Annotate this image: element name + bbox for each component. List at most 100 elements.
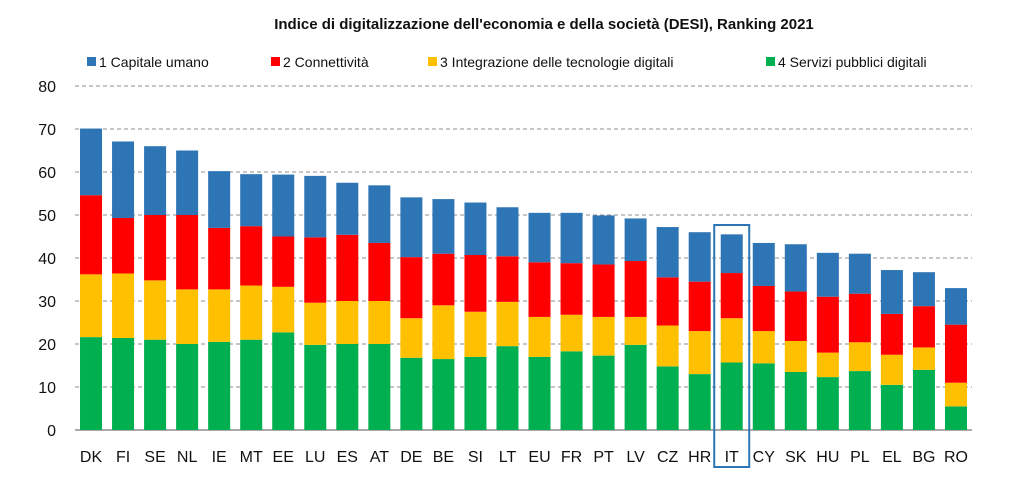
bar-segment-1-capitale-umano-pt [592,215,615,265]
bar-segment-1-capitale-umano-ee [272,174,295,237]
bar-segment-2-connettivit-it [720,273,743,319]
bar-segment-1-capitale-umano-mt [240,174,263,227]
bar-segment-4-servizi-pubblici-digitali-el [880,384,903,430]
bar-segment-4-servizi-pubblici-digitali-lt [496,346,519,430]
bar-segment-4-servizi-pubblici-digitali-hu [816,377,839,430]
bar-segment-1-capitale-umano-cy [752,242,775,286]
bar-segment-1-capitale-umano-pl [848,253,871,294]
y-tick-label: 70 [38,122,56,139]
bar-segment-3-integrazione-delle-tecnologie-digitali-fi [112,273,135,338]
bar-segment-2-connettivit-es [336,234,359,301]
bar-segment-3-integrazione-delle-tecnologie-digitali-be [432,305,455,360]
bar-segment-4-servizi-pubblici-digitali-bg [912,369,935,430]
bar-segment-2-connettivit-hu [816,296,839,353]
bar-segment-3-integrazione-delle-tecnologie-digitali-mt [240,285,263,340]
bar-segment-2-connettivit-ee [272,236,295,287]
y-tick-label: 50 [38,208,56,225]
bar-segment-3-integrazione-delle-tecnologie-digitali-nl [176,289,199,344]
bar-segment-4-servizi-pubblici-digitali-be [432,359,455,430]
x-tick-label-cz: CZ [657,449,679,466]
bar-segment-3-integrazione-delle-tecnologie-digitali-pl [848,342,871,372]
bar-segment-4-servizi-pubblici-digitali-cz [656,366,679,430]
bar-segment-4-servizi-pubblici-digitali-fr [560,351,583,430]
bar-segment-3-integrazione-delle-tecnologie-digitali-at [368,301,391,344]
x-tick-label-fr: FR [561,449,582,466]
bar-segment-1-capitale-umano-ro [944,288,967,325]
bar-segment-1-capitale-umano-be [432,199,455,254]
y-tick-label: 20 [38,337,56,354]
bar-segment-3-integrazione-delle-tecnologie-digitali-dk [80,274,103,338]
bar-segment-3-integrazione-delle-tecnologie-digitali-ee [272,286,295,333]
x-tick-label-lt: LT [499,449,517,466]
bar-segment-2-connettivit-cy [752,285,775,332]
legend-swatch-1-capitale-umano [87,57,96,66]
bar-segment-3-integrazione-delle-tecnologie-digitali-it [720,318,743,363]
bar-segment-2-connettivit-nl [176,215,199,290]
bars [80,128,967,430]
x-tick-label-ro: RO [944,449,968,466]
bar-segment-1-capitale-umano-lu [304,175,327,238]
bar-segment-3-integrazione-delle-tecnologie-digitali-el [880,354,903,385]
legend-swatch-4-servizi-pubblici-digitali [766,57,775,66]
bar-segment-1-capitale-umano-lt [496,207,519,257]
highlight-box-it [713,224,751,468]
x-tick-label-pl: PL [850,449,870,466]
bar-segment-1-capitale-umano-de [400,197,423,258]
chart-title: Indice di digitalizzazione dell'economia… [274,16,814,33]
bar-segment-2-connettivit-si [464,254,487,312]
x-tick-label-se: SE [144,449,165,466]
bar-segment-1-capitale-umano-cz [656,227,679,278]
bar-segment-3-integrazione-delle-tecnologie-digitali-hu [816,352,839,378]
x-tick-label-hr: HR [688,449,711,466]
bar-segment-2-connettivit-cz [656,277,679,326]
x-tick-label-lu: LU [305,449,325,466]
bar-segment-1-capitale-umano-fi [112,141,135,219]
x-tick-label-de: DE [400,449,422,466]
bar-segment-1-capitale-umano-se [144,146,167,215]
bar-segment-4-servizi-pubblici-digitali-si [464,356,487,430]
x-tick-label-el: EL [882,449,902,466]
x-tick-label-sk: SK [785,449,807,466]
legend-label-3-integrazione-delle-tecnologie-digitali: 3 Integrazione delle tecnologie digitali [440,54,674,70]
bar-segment-4-servizi-pubblici-digitali-ee [272,332,295,430]
bar-segment-3-integrazione-delle-tecnologie-digitali-si [464,311,487,357]
x-tick-label-ie: IE [212,449,227,466]
bar-segment-3-integrazione-delle-tecnologie-digitali-se [144,280,167,340]
bar-segment-4-servizi-pubblici-digitali-se [144,339,167,430]
bar-segment-2-connettivit-fr [560,263,583,315]
bar-segment-2-connettivit-el [880,313,903,355]
bar-segment-4-servizi-pubblici-digitali-hr [688,374,711,430]
bar-segment-2-connettivit-be [432,253,455,306]
x-axis: DK FI SE NL IE MT EE LU ES AT DE BE SI LT EU FR PT LV CZ HR… [80,224,968,468]
legend-label-2-connettivit: 2 Connettività [283,54,369,70]
bar-segment-4-servizi-pubblici-digitali-ro [944,406,967,430]
y-tick-label: 40 [38,251,56,268]
bar-segment-4-servizi-pubblici-digitali-dk [80,337,103,430]
bar-segment-1-capitale-umano-nl [176,150,199,215]
y-axis: 0 10 20 30 40 50 60 70 80 [38,79,972,440]
bar-segment-4-servizi-pubblici-digitali-lv [624,344,647,430]
bar-segment-4-servizi-pubblici-digitali-at [368,344,391,430]
bar-segment-3-integrazione-delle-tecnologie-digitali-de [400,318,423,358]
x-tick-label-ee: EE [273,449,294,466]
bar-segment-2-connettivit-lu [304,237,327,303]
bar-segment-1-capitale-umano-eu [528,212,551,263]
x-tick-label-dk: DK [80,449,103,466]
bar-segment-2-connettivit-mt [240,226,263,286]
y-tick-label: 10 [38,380,56,397]
bar-segment-1-capitale-umano-si [464,202,487,255]
bar-segment-2-connettivit-ro [944,324,967,383]
bar-segment-3-integrazione-delle-tecnologie-digitali-eu [528,316,551,357]
bar-segment-2-connettivit-bg [912,306,935,348]
legend-swatch-2-connettivit [271,57,280,66]
bar-segment-3-integrazione-delle-tecnologie-digitali-lt [496,301,519,347]
x-tick-label-fi: FI [116,449,130,466]
bar-segment-3-integrazione-delle-tecnologie-digitali-bg [912,347,935,370]
bar-segment-1-capitale-umano-es [336,182,359,235]
bar-segment-4-servizi-pubblici-digitali-pt [592,355,615,430]
bar-segment-2-connettivit-fi [112,218,135,274]
x-tick-label-it: IT [725,449,739,466]
bar-segment-2-connettivit-de [400,257,423,319]
bar-segment-1-capitale-umano-hr [688,232,711,282]
